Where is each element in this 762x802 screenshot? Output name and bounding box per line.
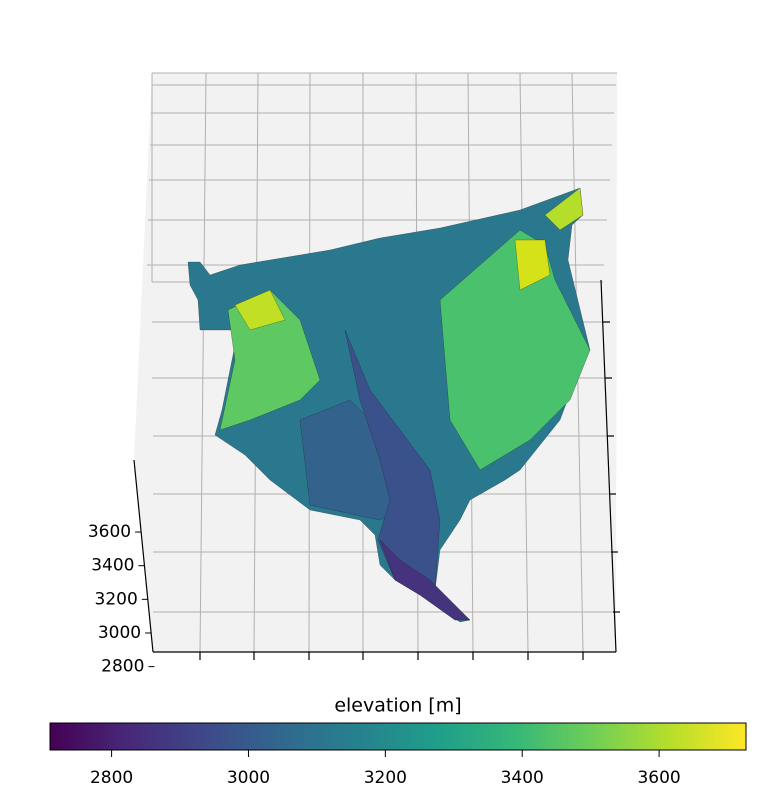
colorbar-tick-label: 2800 [90, 768, 133, 788]
z-tick-label: 3000 [98, 623, 141, 643]
z-tick-label: 2800 [101, 657, 144, 677]
colorbar-tick-label: 3200 [364, 768, 407, 788]
z-tick-label: 3200 [95, 589, 138, 609]
z-tick-label: 3400 [91, 556, 134, 576]
axes-lines [133, 279, 620, 660]
colorbar-label: elevation [m] [334, 695, 461, 717]
z-tick-label: 3600 [88, 522, 131, 542]
colorbar-tick-label: 3600 [637, 768, 680, 788]
surface [187, 187, 591, 623]
colorbar [49, 722, 747, 751]
colorbar-tick-label: 3400 [501, 768, 544, 788]
colorbar-tick-label: 3000 [227, 768, 270, 788]
